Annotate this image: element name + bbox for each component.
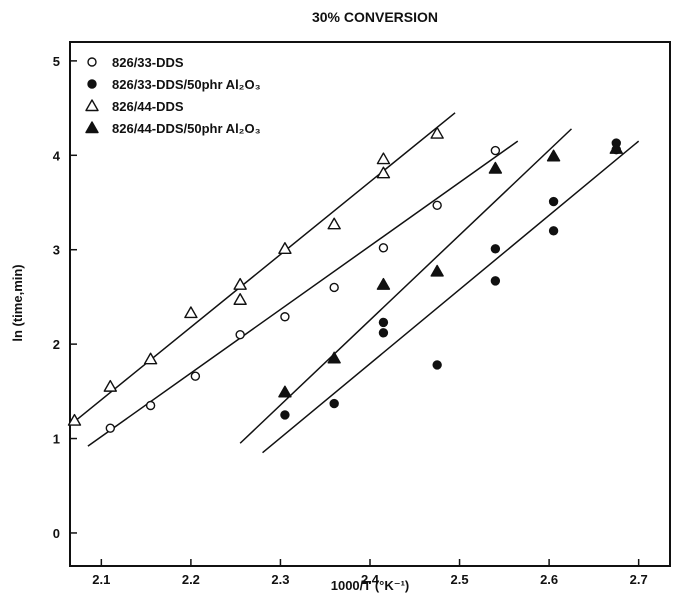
x-tick-label: 2.1 [92, 572, 110, 587]
data-point-series-2 [329, 398, 339, 409]
legend-label-3: 826/44-DDS [112, 99, 184, 114]
legend-marker-2 [87, 79, 97, 89]
x-tick-label: 2.5 [451, 572, 469, 587]
fit-line-series-2 [262, 140, 640, 454]
legend-marker-3 [85, 99, 99, 112]
data-point-series-4 [278, 385, 292, 398]
data-point-series-1 [235, 329, 245, 340]
data-point-series-3 [327, 217, 341, 230]
data-point-series-2 [378, 328, 389, 338]
data-point-series-2 [432, 360, 442, 370]
data-point-series-2 [378, 317, 389, 328]
data-point-series-3 [103, 379, 117, 392]
data-point-series-3 [278, 242, 292, 254]
legend-label-4: 826/44-DDS/50phr Al₂O₃ [112, 121, 261, 136]
data-point-series-3 [376, 166, 391, 179]
data-point-series-1 [190, 371, 201, 381]
axis-ticks: 2.1 2.2 2.3 2.4 2.5 2.6 2.7 0 1 2 3 4 5 [53, 54, 648, 587]
x-tick-label: 2.6 [540, 572, 558, 587]
y-tick-label: 1 [53, 432, 60, 447]
x-tick-label: 2.3 [271, 572, 289, 587]
data-point-series-1 [378, 243, 389, 253]
y-tick-label: 5 [53, 54, 60, 69]
data-point-series-4 [430, 264, 444, 277]
x-tick-label: 2.2 [182, 572, 200, 587]
legend: 826/33-DDS 826/33-DDS/50phr Al₂O₃ 826/44-D… [85, 55, 261, 136]
x-tick-label: 2.4 [361, 572, 380, 587]
data-point-series-4 [376, 277, 391, 290]
data-point-series-1 [145, 400, 156, 411]
legend-marker-1 [87, 57, 97, 67]
data-point-series-1 [329, 282, 339, 293]
data-point-series-4 [609, 141, 623, 154]
legend-label-2: 826/33-DDS/50phr Al₂O₃ [112, 77, 261, 92]
x-axis-label: 1000/T (°K⁻¹) [331, 578, 410, 593]
data-point-series-3 [67, 413, 82, 426]
data-point-series-3 [143, 352, 158, 365]
data-point-series-1 [105, 423, 115, 433]
data-point-series-1 [432, 200, 442, 211]
y-tick-label: 2 [53, 337, 60, 352]
fit-lines [74, 112, 640, 454]
data-point-series-2 [490, 244, 501, 254]
y-tick-label: 4 [53, 148, 61, 163]
fit-line-series-3 [74, 112, 456, 423]
data-point-series-2 [280, 410, 290, 420]
y-tick-label: 3 [53, 243, 60, 258]
y-axis-label: ln (time,min) [10, 264, 25, 341]
data-point-series-1 [490, 145, 501, 156]
data-point-series-3 [376, 152, 391, 165]
data-point-series-4 [327, 351, 341, 364]
y-tick-label: 0 [53, 526, 60, 541]
fit-line-series-1 [87, 140, 519, 447]
data-point-series-3 [184, 306, 198, 319]
data-point-series-2 [490, 276, 501, 286]
data-point-series-1 [280, 312, 290, 322]
data-point-series-3 [430, 126, 444, 139]
data-point-series-3 [233, 277, 247, 290]
fit-line-series-4 [239, 128, 573, 444]
data-points [67, 126, 623, 433]
data-point-series-2 [548, 196, 559, 207]
legend-marker-4 [85, 121, 99, 134]
legend-label-1: 826/33-DDS [112, 55, 184, 70]
chart-title: 30% CONVERSION [312, 9, 438, 25]
data-point-series-2 [548, 226, 559, 236]
data-point-series-4 [488, 161, 503, 174]
data-point-series-3 [233, 293, 247, 305]
data-point-series-4 [546, 149, 561, 162]
x-tick-label: 2.7 [630, 572, 648, 587]
